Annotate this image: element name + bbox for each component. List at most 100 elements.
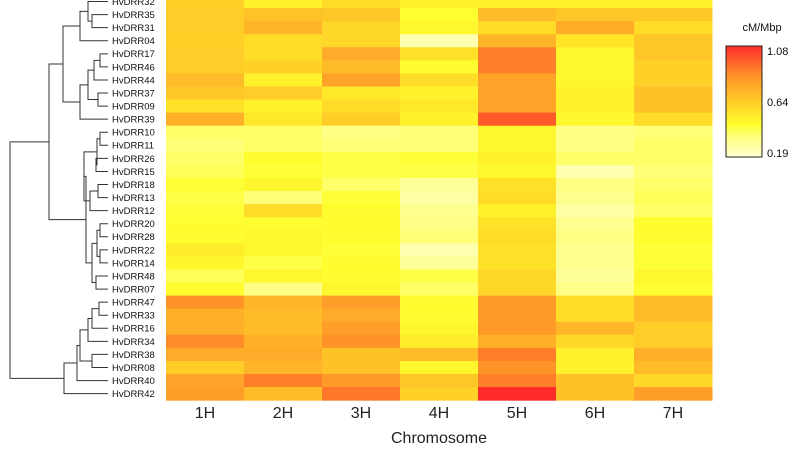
- row-label: HvDRR09: [112, 101, 155, 112]
- heatmap-cell: [244, 34, 323, 48]
- heatmap-cell: [634, 230, 713, 244]
- heatmap-cell: [166, 151, 245, 166]
- heatmap-cell: [322, 308, 401, 323]
- heatmap-cell: [556, 256, 635, 270]
- heatmap-cell: [478, 164, 557, 179]
- column-label: 5H: [507, 405, 527, 422]
- row-label: HvDRR12: [112, 206, 155, 217]
- heatmap-cell: [634, 125, 713, 140]
- colorbar-tick-min: 0.19: [767, 148, 788, 160]
- column-label: 3H: [351, 405, 371, 422]
- dendrogram-branch: [91, 14, 108, 29]
- colorbar-title: cM/Mbp: [742, 22, 781, 34]
- heatmap-cell: [556, 164, 635, 179]
- heatmap-cell: [322, 387, 401, 401]
- heatmap-cell: [244, 112, 323, 127]
- heatmap-cell: [478, 99, 557, 114]
- column-label: 1H: [195, 405, 215, 422]
- row-label: HvDRR42: [112, 389, 155, 400]
- heatmap-cell: [400, 60, 479, 74]
- heatmap-cell: [322, 73, 401, 87]
- heatmap-cell: [634, 164, 713, 179]
- heatmap-cell: [400, 164, 479, 179]
- heatmap-cell: [166, 21, 245, 35]
- heatmap-cell: [322, 0, 401, 9]
- dendrogram-branch: [93, 59, 108, 81]
- heatmap-cell: [244, 191, 323, 205]
- heatmap-cell: [244, 125, 323, 140]
- heatmap-cell: [556, 217, 635, 231]
- heatmap-cell: [166, 191, 245, 205]
- dendrogram-branch: [87, 1, 108, 22]
- heatmap-cell: [634, 60, 713, 74]
- dendrogram-branch: [95, 275, 108, 290]
- heatmap-cell: [478, 47, 557, 61]
- column-label: 4H: [429, 405, 449, 422]
- heatmap-cell: [556, 8, 635, 22]
- heatmap-cell: [478, 334, 557, 349]
- heatmap-cell: [244, 308, 323, 323]
- heatmap-cell: [166, 217, 245, 231]
- heatmap-cell: [322, 217, 401, 231]
- heatmap-cell: [322, 360, 401, 375]
- heatmap-cell: [556, 191, 635, 205]
- heatmap-cell: [400, 112, 479, 127]
- heatmap-cell: [478, 243, 557, 257]
- row-label: HvDRR15: [112, 167, 155, 178]
- heatmap-cell: [244, 86, 323, 101]
- heatmap-cell: [166, 334, 245, 349]
- row-label: HvDRR22: [112, 245, 155, 256]
- dendrogram-branch: [97, 184, 108, 199]
- heatmap-cell: [166, 374, 245, 388]
- heatmap-cell: [634, 34, 713, 48]
- row-label: HvDRR18: [112, 180, 155, 191]
- heatmap-cell: [244, 295, 323, 310]
- heatmap-cell: [244, 347, 323, 362]
- dendrogram-branch: [95, 157, 108, 172]
- heatmap-cell: [166, 347, 245, 362]
- heatmap-cell: [556, 125, 635, 140]
- heatmap-cell: [166, 60, 245, 74]
- heatmap-cell: [478, 295, 557, 310]
- dendrogram-branch: [79, 329, 92, 362]
- heatmap-cell: [244, 243, 323, 257]
- dendrogram-branch: [9, 141, 64, 379]
- heatmap-cell: [400, 191, 479, 205]
- heatmap-cell: [322, 151, 401, 166]
- heatmap-cell: [244, 256, 323, 270]
- heatmap-cell: [556, 151, 635, 166]
- heatmap-cell: [634, 217, 713, 231]
- row-label: HvDRR08: [112, 363, 155, 374]
- dendrogram-branch: [62, 25, 80, 103]
- heatmap-cell: [634, 374, 713, 388]
- heatmap-cell: [634, 47, 713, 61]
- heatmap-cell: [166, 204, 245, 218]
- heatmap-cell: [400, 204, 479, 218]
- heatmap-cell: [322, 374, 401, 388]
- heatmap-cell: [244, 99, 323, 114]
- heatmap-cell: [322, 99, 401, 114]
- row-label: HvDRR47: [112, 298, 155, 309]
- heatmap-cell: [400, 295, 479, 310]
- row-label: HvDRR48: [112, 271, 155, 282]
- heatmap-cell: [400, 151, 479, 166]
- row-label: HvDRR35: [112, 10, 155, 21]
- heatmap-cell: [166, 47, 245, 61]
- heatmap-cell: [400, 8, 479, 22]
- heatmap-cells: [166, 0, 713, 401]
- heatmap-cell: [322, 347, 401, 362]
- heatmap-cell: [556, 138, 635, 153]
- heatmap-cell: [400, 47, 479, 61]
- heatmap-cell: [400, 21, 479, 35]
- heatmap-cell: [244, 8, 323, 22]
- heatmap-cell: [634, 138, 713, 153]
- heatmap-cell: [634, 0, 713, 9]
- heatmap-cell: [322, 204, 401, 218]
- column-label: 2H: [273, 405, 293, 422]
- row-label: HvDRR14: [112, 258, 155, 269]
- heatmap-cell: [244, 177, 323, 192]
- heatmap-cell: [166, 387, 245, 401]
- heatmap-cell: [400, 217, 479, 231]
- row-label: HvDRR31: [112, 23, 155, 34]
- heatmap-cell: [556, 282, 635, 297]
